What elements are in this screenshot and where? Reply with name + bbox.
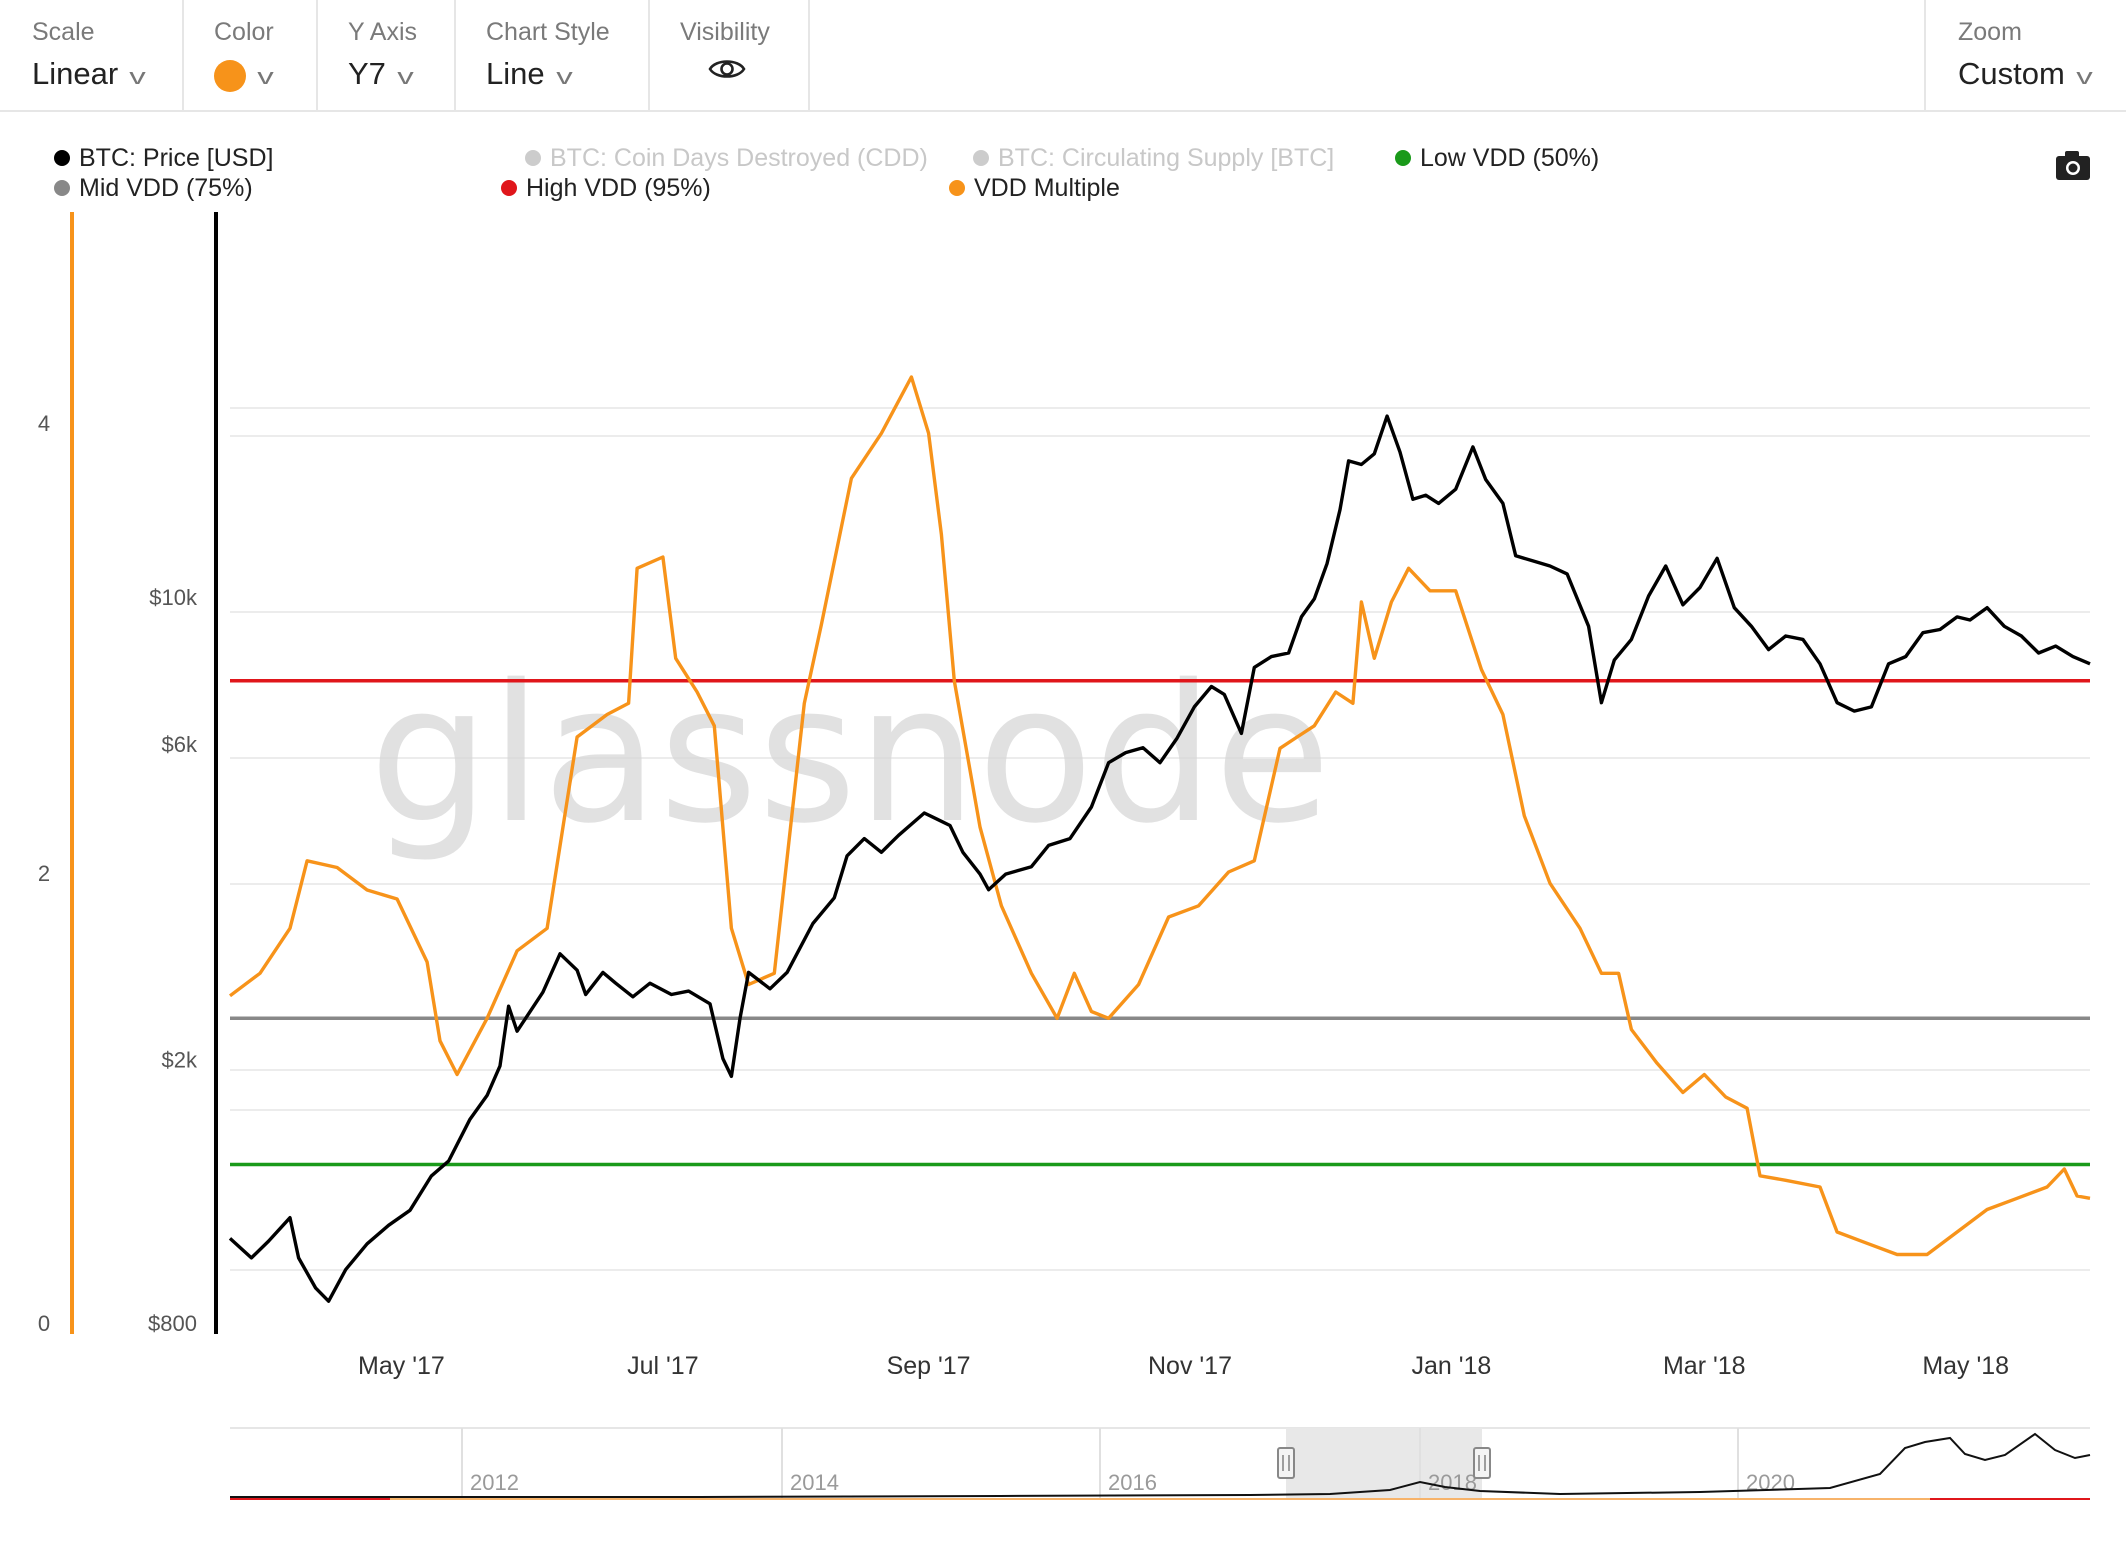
navigator-year-label: 2014 (790, 1470, 839, 1495)
vdd-multiple-line (228, 375, 2091, 1257)
color-selector[interactable]: Color v (182, 0, 318, 110)
legend-item[interactable]: Mid VDD (75%) (79, 174, 253, 202)
legend-marker (54, 150, 70, 166)
zoom-value-text: Custom (1958, 56, 2065, 91)
threshold-lines (230, 679, 2090, 1167)
chart-style-label: Chart Style (486, 18, 610, 46)
color-label: Color (214, 18, 274, 46)
scale-label: Scale (32, 18, 95, 46)
toolbar: Scale Linear v Color v Y Axis Y7 v Chart S… (0, 0, 2126, 112)
legend-marker (973, 150, 989, 166)
price-axis-ticks: $800 $2k $6k $10k (148, 585, 198, 1336)
x-axis-ticks: May '17 Jul '17 Sep '17 Nov '17 Jan '18 Mar '… (358, 1352, 2009, 1380)
price-tick-label: $10k (149, 585, 198, 610)
color-value[interactable]: v (214, 56, 274, 92)
camera-icon[interactable] (2056, 151, 2090, 180)
y-axis-selector[interactable]: Y Axis Y7 v (316, 0, 456, 110)
x-tick-label: Mar '18 (1663, 1352, 1746, 1380)
navigator-year-label: 2016 (1108, 1470, 1157, 1495)
y-axis-value-text: Y7 (348, 56, 386, 91)
legend-item[interactable]: VDD Multiple (974, 174, 1120, 202)
chevron-down-icon: v (129, 64, 146, 89)
legend-marker (525, 150, 541, 166)
visibility-toggle[interactable]: Visibility (648, 0, 810, 110)
chart-style-value[interactable]: Line v (486, 56, 573, 92)
legend-item[interactable]: BTC: Circulating Supply [BTC] (998, 144, 1334, 172)
navigator-price-line (230, 1432, 2091, 1498)
chart-style-selector[interactable]: Chart Style Line v (454, 0, 650, 110)
zoom-value[interactable]: Custom v (1958, 56, 2093, 92)
scale-selector[interactable]: Scale Linear v (0, 0, 184, 110)
chevron-down-icon: v (2076, 64, 2093, 89)
legend-item[interactable]: High VDD (95%) (526, 174, 711, 202)
eye-icon[interactable] (708, 56, 746, 82)
legend-marker (949, 180, 965, 196)
chevron-down-icon: v (257, 64, 274, 89)
zoom-selector[interactable]: Zoom Custom v (1924, 0, 2126, 110)
grid (230, 407, 2090, 1271)
x-tick-label: Sep '17 (887, 1352, 971, 1380)
chevron-down-icon: v (397, 64, 414, 89)
x-tick-label: Jul '17 (627, 1352, 698, 1380)
color-swatch (214, 59, 246, 92)
chevron-down-icon: v (555, 64, 573, 89)
price-tick-label: $6k (162, 732, 198, 757)
navigator-year-label: 2012 (470, 1470, 519, 1495)
visibility-label: Visibility (680, 18, 770, 46)
price-tick-label: $2k (162, 1048, 198, 1073)
y-axis-label: Y Axis (348, 18, 418, 46)
legend: BTC: Price [USD] BTC: Coin Days Destroyed… (54, 144, 1599, 202)
price-tick-label: $800 (148, 1311, 197, 1336)
legend-marker (501, 180, 517, 196)
x-tick-label: Jan '18 (1412, 1352, 1492, 1380)
y-axis-value[interactable]: Y7 v (348, 56, 414, 92)
scale-value[interactable]: Linear v (32, 56, 146, 92)
legend-item[interactable]: Low VDD (50%) (1420, 144, 1599, 172)
navigator-year-label: 2018 (1428, 1470, 1477, 1495)
watermark: glassnode (369, 644, 1331, 865)
legend-marker (1395, 150, 1411, 166)
navigator-handle[interactable] (1473, 1447, 1491, 1479)
vdd-tick-label: 2 (38, 861, 50, 886)
legend-marker (54, 180, 70, 196)
vdd-tick-label: 0 (38, 1311, 50, 1336)
range-navigator[interactable]: 2012 2014 2016 2018 2020 (230, 1427, 2091, 1500)
vdd-tick-label: 4 (38, 411, 50, 436)
x-tick-label: Nov '17 (1148, 1352, 1232, 1380)
legend-item[interactable]: BTC: Coin Days Destroyed (CDD) (550, 144, 928, 172)
series (228, 375, 2091, 1303)
navigator-handle[interactable] (1277, 1447, 1295, 1479)
zoom-label: Zoom (1958, 18, 2022, 46)
legend-item[interactable]: BTC: Price [USD] (79, 144, 273, 172)
vdd-axis-ticks: 0 2 4 (38, 411, 50, 1336)
scale-value-text: Linear (32, 56, 119, 91)
btc-price-line (228, 414, 2091, 1303)
chart-style-value-text: Line (486, 56, 545, 91)
x-tick-label: May '17 (358, 1352, 445, 1380)
x-tick-label: May '18 (1922, 1352, 2009, 1380)
